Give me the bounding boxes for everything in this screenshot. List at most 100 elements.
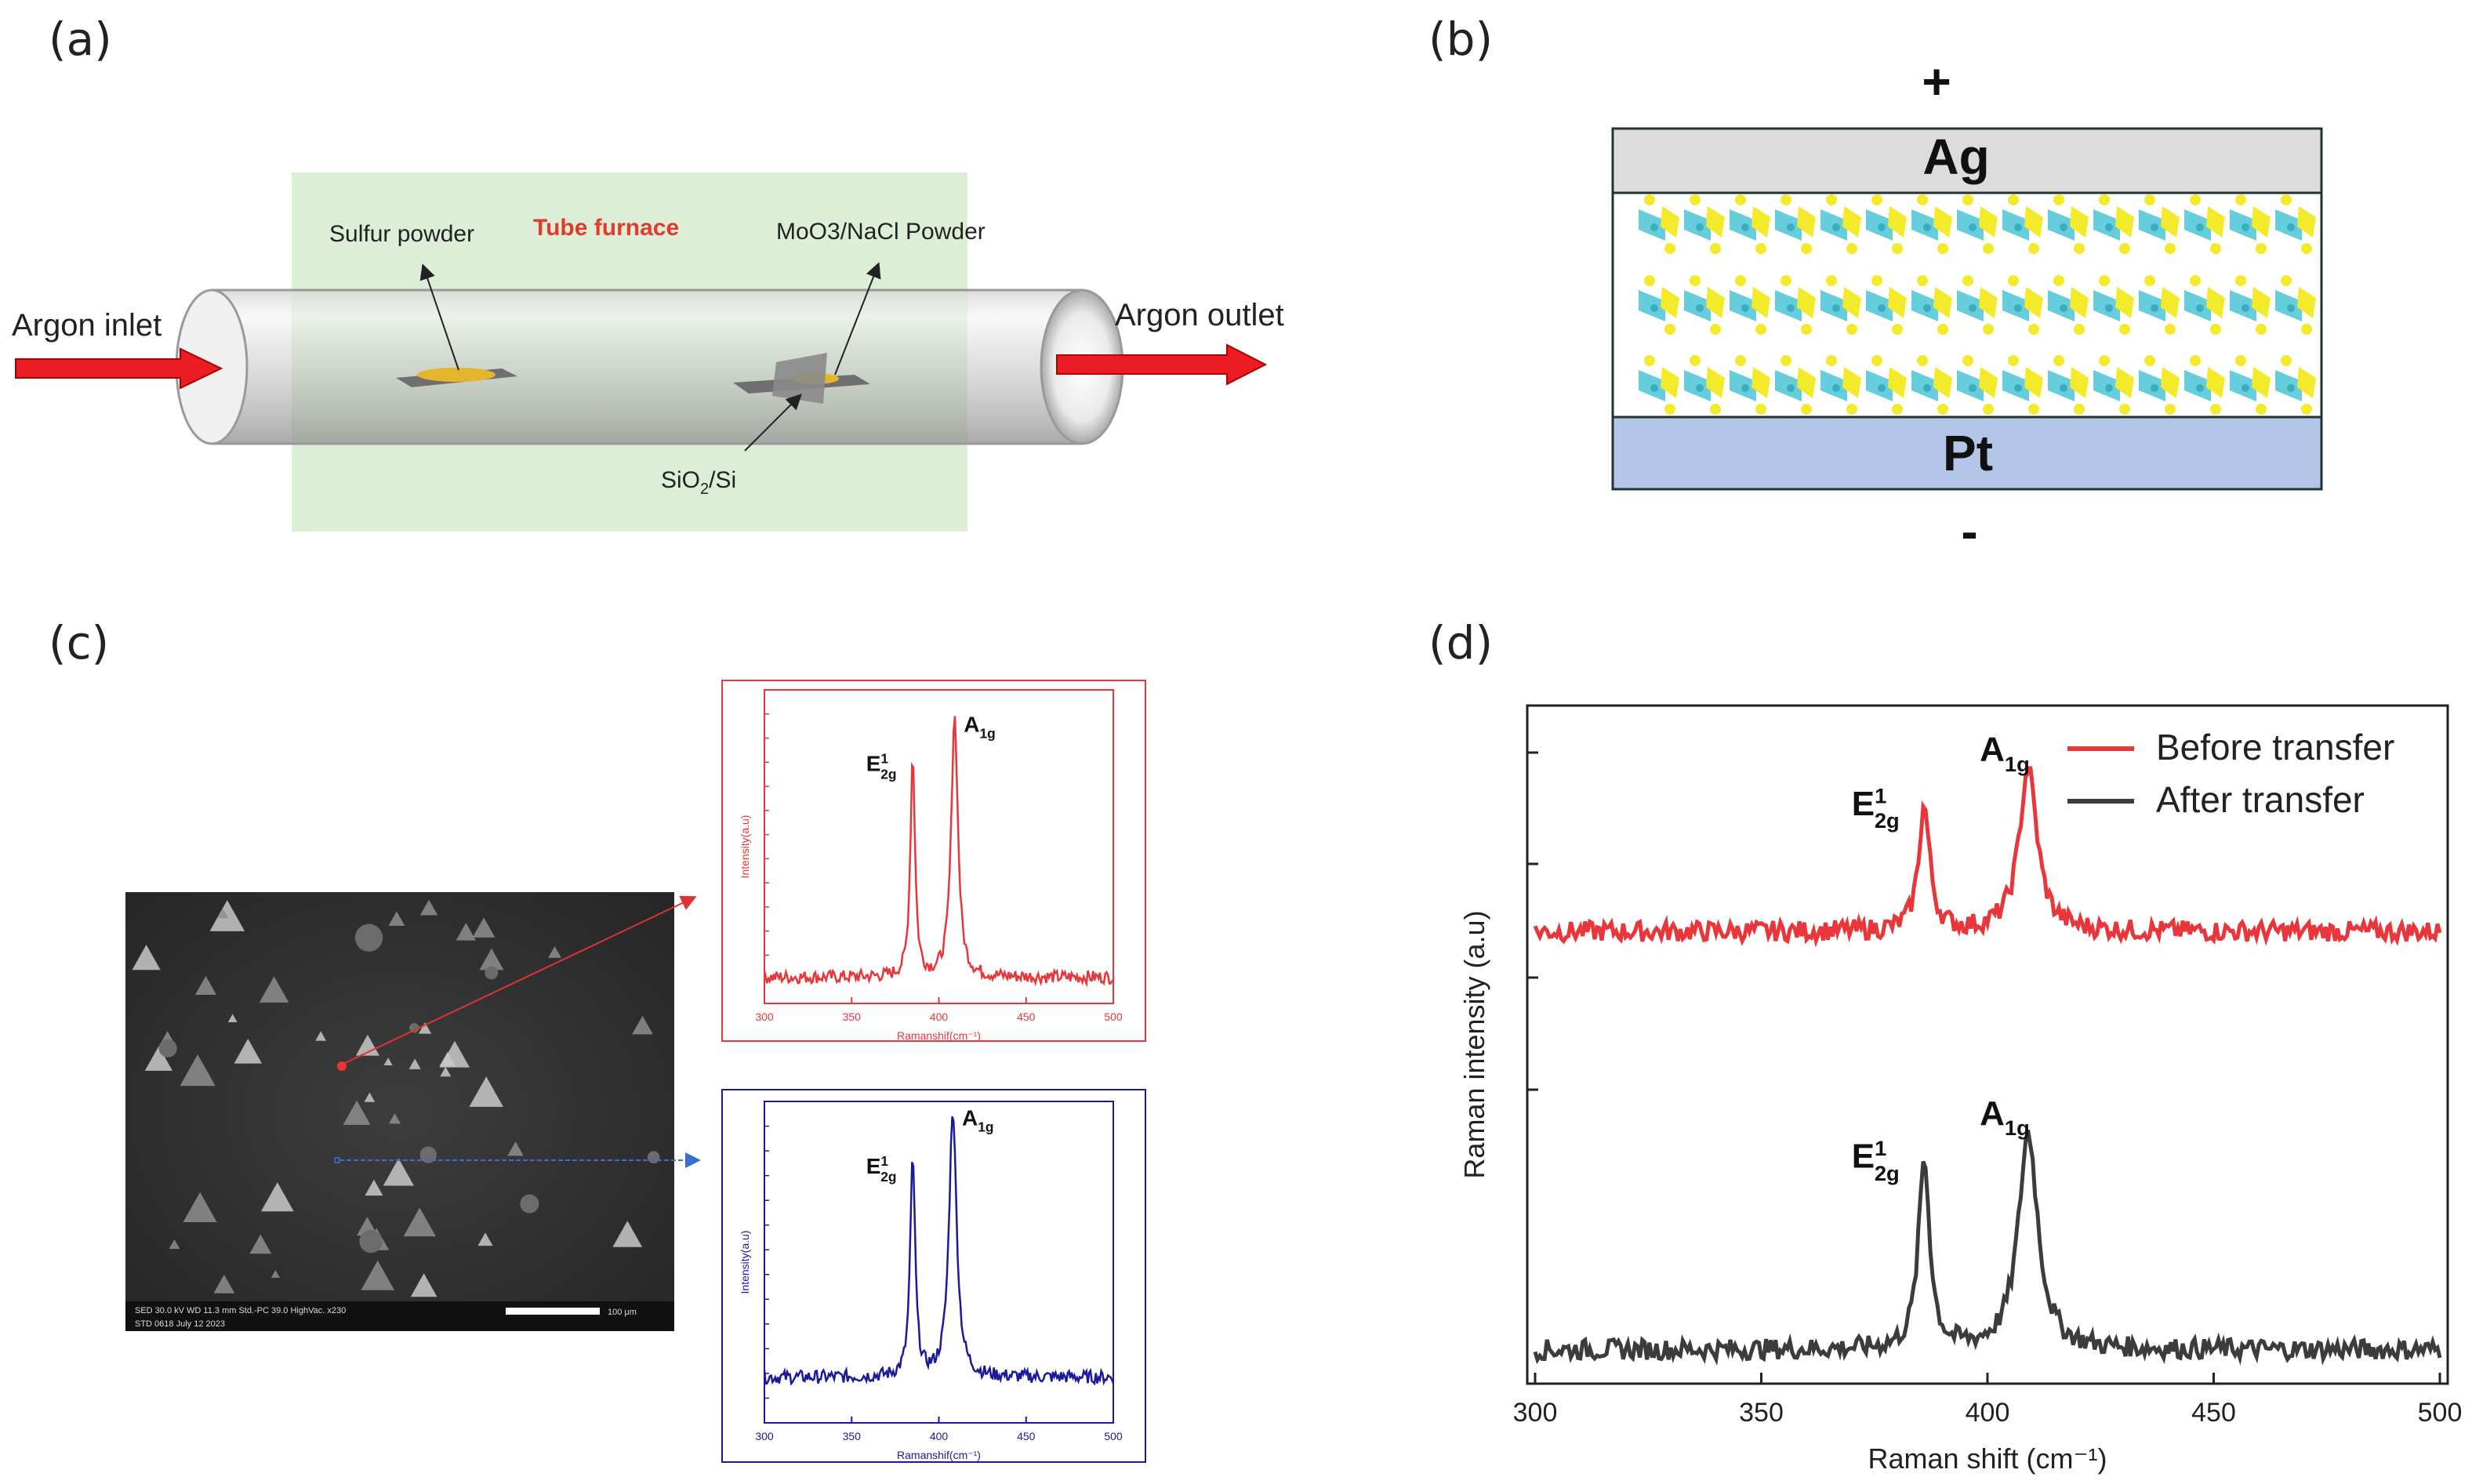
x-tick-label: 500: [1104, 1430, 1123, 1442]
mos2-flake: [234, 1039, 263, 1064]
peak-label: A1g: [1980, 731, 2030, 776]
mo-atom: [1832, 223, 1840, 231]
sulfur-label: Sulfur powder: [329, 221, 474, 247]
mo-atom: [1696, 223, 1704, 231]
s-atom: [1780, 275, 1791, 286]
s-polyhedron: [2297, 206, 2316, 238]
s-atom: [1664, 404, 1675, 415]
s-atom: [2210, 324, 2221, 335]
sio2-si-substrate: [772, 353, 827, 404]
s-polyhedron: [1797, 367, 1816, 398]
mo-atom: [2060, 304, 2067, 312]
s-polyhedron: [1706, 367, 1725, 398]
mos2-flake: [249, 1234, 272, 1254]
mos2-flake: [270, 1270, 280, 1278]
s-polyhedron: [2115, 206, 2134, 238]
s-atom: [1664, 324, 1675, 335]
s-atom: [1735, 275, 1746, 286]
mos2-flake: [194, 975, 216, 995]
s-atom: [1846, 404, 1857, 415]
pt-electrode: [1611, 415, 2323, 491]
s-atom: [1664, 243, 1675, 254]
panel-d: (d) 300 350 400 450 500 Raman shift (cm⁻¹) Ram…: [1428, 616, 2462, 1475]
s-atom: [1917, 275, 1928, 286]
mos2-flake: [632, 1015, 653, 1035]
particle: [409, 1022, 419, 1033]
chart-c-bottom-frame: [721, 1089, 1146, 1463]
s-atom: [2210, 404, 2221, 415]
s-atom: [1826, 194, 1837, 205]
mo-atom: [1741, 223, 1749, 231]
mo-atom: [1787, 223, 1795, 231]
s-atom: [2165, 243, 2176, 254]
s-atom: [1846, 324, 1857, 335]
mos2-flake: [418, 1022, 432, 1034]
s-atom: [2028, 404, 2039, 415]
s-atom: [2256, 243, 2267, 254]
s-atom: [1801, 243, 1812, 254]
ag-label: Ag: [1922, 129, 1989, 185]
mos2-flake: [180, 1054, 216, 1087]
mo-atom: [2287, 223, 2295, 231]
chart-c-top-frame: [721, 680, 1146, 1042]
argon-outlet-arrow: [1056, 343, 1268, 386]
mos2-crystal-structure: [1639, 194, 2316, 415]
chart-d: 300 350 400 450 500 Raman shift (cm⁻¹) Raman i…: [1458, 704, 2462, 1475]
peak-label: E1 2g: [866, 751, 897, 782]
panel-a-label: (a): [49, 13, 112, 66]
s-atom: [1690, 194, 1701, 205]
s-atom: [1937, 404, 1948, 415]
mos2-flake: [365, 1179, 383, 1196]
s-polyhedron: [1933, 287, 1952, 318]
s-atom: [1801, 404, 1812, 415]
sem-info-row1: SED 30.0 kV WD 11.3 mm Std.-PC 39.0 High…: [135, 1306, 346, 1315]
s-polyhedron: [1751, 287, 1770, 318]
s-atom: [1735, 355, 1746, 366]
s-atom: [1826, 275, 1837, 286]
mos2-flake: [169, 1239, 180, 1250]
s-atom: [1644, 275, 1655, 286]
sem-scale-label: 100 μm: [608, 1308, 637, 1317]
s-polyhedron: [2070, 287, 2089, 318]
mos2-flake: [548, 946, 561, 958]
mo-atom: [2060, 384, 2067, 392]
s-atom: [2301, 243, 2312, 254]
x-tick-label: 350: [843, 1430, 862, 1442]
sem-image: SED 30.0 kV WD 11.3 mm Std.-PC 39.0 High…: [125, 892, 674, 1331]
s-atom: [2074, 324, 2085, 335]
s-atom: [1962, 194, 1973, 205]
mo-atom: [2241, 384, 2249, 392]
s-atom: [1710, 324, 1721, 335]
panel-d-label: (d): [1428, 616, 1493, 669]
s-atom: [1644, 194, 1655, 205]
s-atom: [1780, 194, 1791, 205]
mo-atom: [1787, 304, 1795, 312]
panel-c: (c) SED 30.0 kV WD 11.3 mm Std.-PC 39.0 …: [49, 616, 1146, 1463]
s-atom: [2190, 275, 2201, 286]
s-atom: [2256, 404, 2267, 415]
mo-atom: [2287, 304, 2295, 312]
mo-atom: [2060, 223, 2067, 231]
s-polyhedron: [1933, 206, 1952, 238]
s-atom: [2210, 243, 2221, 254]
mos2-flake: [472, 917, 495, 938]
mos2-flake: [183, 1192, 217, 1222]
x-axis-label: Ramanshif(cm⁻¹): [897, 1449, 981, 1461]
x-tick-label: 400: [930, 1430, 949, 1442]
mo-atom: [1878, 304, 1886, 312]
particle: [647, 1151, 660, 1164]
s-atom: [2256, 324, 2267, 335]
s-atom: [2119, 324, 2130, 335]
legend-label: After transfer: [2156, 779, 2365, 820]
substrate-label: SiO2/Si: [661, 467, 736, 498]
mo-atom: [1787, 384, 1795, 392]
sulfur-boat: [396, 368, 517, 387]
s-polyhedron: [1842, 206, 1861, 238]
mos2-flake: [507, 1141, 524, 1156]
mos2-flake: [389, 1113, 401, 1124]
spectrum-line-before: [1533, 766, 2442, 948]
mo-atom: [1696, 384, 1704, 392]
x-tick-label: 350: [1739, 1398, 1784, 1428]
mos2-flake: [408, 1058, 421, 1069]
